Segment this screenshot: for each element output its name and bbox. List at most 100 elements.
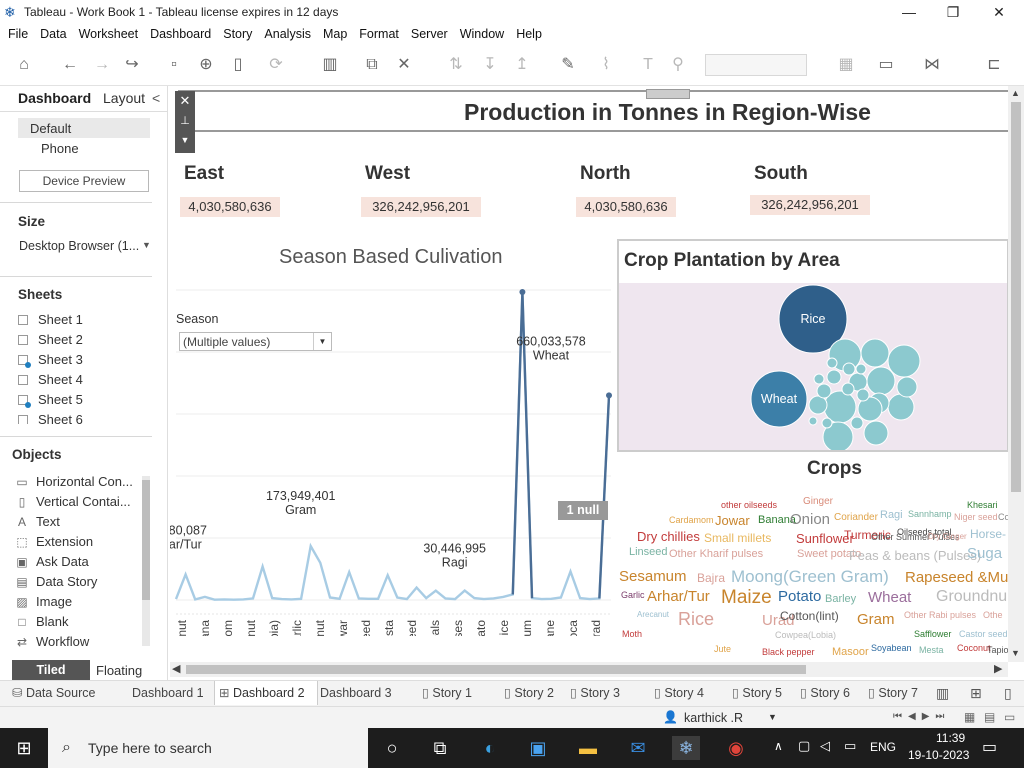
presentation-mode-icon[interactable]: ▭ xyxy=(878,56,894,73)
crop-word[interactable]: Rice xyxy=(678,609,715,629)
crop-word[interactable]: Bajra xyxy=(697,571,726,585)
windows-start-icon[interactable]: ⊞ xyxy=(16,738,32,758)
group-icon[interactable]: ⌇ xyxy=(602,56,610,73)
language-indicator[interactable]: ENG xyxy=(870,740,897,754)
crop-word[interactable]: Linseed xyxy=(629,546,668,558)
bubble-crop[interactable] xyxy=(826,369,842,385)
object-item[interactable]: ▣ Ask Data xyxy=(16,554,88,569)
crop-word[interactable]: Soyabean xyxy=(871,643,912,653)
new-worksheet-icon[interactable]: ▥ xyxy=(322,56,338,73)
sheet-item[interactable]: Sheet 1 xyxy=(18,312,83,327)
dropdown-arrow-icon[interactable]: ▼ xyxy=(142,240,151,250)
crop-word[interactable]: Garlic xyxy=(621,590,645,600)
user-dropdown-icon[interactable]: ▼ xyxy=(768,712,777,722)
crop-word[interactable]: Coconut xyxy=(957,643,991,653)
crop-word[interactable]: Gram xyxy=(857,611,895,628)
new-datasource-icon[interactable]: ⊕ xyxy=(199,56,213,73)
crop-word[interactable]: Khesari xyxy=(967,500,998,510)
object-item[interactable]: A Text xyxy=(16,514,60,529)
menu-worksheet[interactable]: Worksheet xyxy=(78,27,139,41)
sheet-item[interactable]: Sheet 5 xyxy=(18,392,83,408)
bubble-crop[interactable] xyxy=(821,417,833,429)
scroll-left-icon[interactable]: ◀ xyxy=(172,663,181,675)
peak-point[interactable] xyxy=(519,289,526,296)
duplicate-sheet-icon[interactable]: ⧉ xyxy=(366,56,378,73)
store-icon[interactable]: ▣ xyxy=(529,738,547,758)
crop-word[interactable]: Urad xyxy=(762,612,795,629)
crop-word[interactable]: Other Rabi pulses xyxy=(904,610,977,620)
clear-sheet-icon[interactable]: ✕ xyxy=(397,56,411,73)
floating-toggle[interactable]: Floating xyxy=(96,663,143,678)
chrome-icon[interactable]: ◉ xyxy=(728,738,744,758)
bubble-crop[interactable] xyxy=(842,362,856,376)
scroll-right-icon[interactable]: ▶ xyxy=(994,663,1003,675)
sheet-tab[interactable]: ▯ Story 3 xyxy=(566,681,652,705)
show-me-panel-icon[interactable]: ⊏ xyxy=(987,56,1001,73)
scroll-down-icon[interactable]: ▼ xyxy=(1011,648,1020,658)
object-item[interactable]: ▨ Image xyxy=(16,594,72,609)
collapse-icon[interactable]: < xyxy=(152,90,161,106)
undo-icon[interactable]: ← xyxy=(62,56,78,73)
bubble-crop[interactable] xyxy=(826,357,838,369)
clock-date[interactable]: 19-10-2023 xyxy=(908,748,970,762)
horizontal-scrollbar[interactable]: ◀ ▶ xyxy=(170,662,1008,677)
bubble-crop[interactable] xyxy=(816,383,832,399)
scroll-thumb[interactable] xyxy=(1011,102,1021,492)
object-item[interactable]: ⇄ Workflow xyxy=(16,634,89,649)
device-phone[interactable]: Phone xyxy=(41,141,79,156)
peak-segment[interactable] xyxy=(598,395,611,599)
taskbar-search-box[interactable]: ⌕ Type here to search xyxy=(48,728,368,768)
bubble-crop[interactable] xyxy=(813,373,825,385)
crop-word[interactable]: Maize xyxy=(721,587,772,608)
crop-word[interactable]: Other Summer Pulses xyxy=(871,532,960,542)
crop-word[interactable]: Arecanut xyxy=(637,610,670,619)
pause-updates-icon[interactable]: ▯ xyxy=(233,56,243,73)
crop-word[interactable]: Other Kharif pulses xyxy=(669,548,764,560)
show-tabs-icon[interactable]: ▭ xyxy=(1004,710,1016,724)
crop-word[interactable]: Black pepper xyxy=(762,647,815,657)
pin-icon[interactable]: ⚲ xyxy=(672,56,684,73)
bubble-crop[interactable] xyxy=(808,395,828,415)
user-name[interactable]: karthick .R xyxy=(684,711,744,725)
cortana-icon[interactable]: ○ xyxy=(386,738,398,758)
object-item[interactable]: ▯ Vertical Contai... xyxy=(16,494,131,509)
crop-word[interactable]: Othe xyxy=(983,610,1003,620)
mail-icon[interactable]: ✉ xyxy=(630,738,646,758)
new-worksheet-tab-icon[interactable]: ▥ xyxy=(936,685,950,701)
crop-word[interactable]: Onion xyxy=(790,511,831,528)
crop-word[interactable]: Peas & beans (Pulses) xyxy=(849,548,982,563)
crop-word[interactable]: Cowpea(Lobia) xyxy=(775,630,837,640)
chevron-down-icon[interactable]: ▼ xyxy=(313,333,331,350)
redo-icon[interactable]: → xyxy=(94,56,110,73)
object-item[interactable]: ▭ Horizontal Con... xyxy=(16,474,133,489)
save-icon[interactable]: ▫ xyxy=(171,56,177,73)
clock-time[interactable]: 11:39 xyxy=(936,731,966,745)
network-icon[interactable]: ▭ xyxy=(844,738,857,753)
scroll-up-icon[interactable]: ▲ xyxy=(1011,88,1020,98)
drag-handle[interactable] xyxy=(646,89,690,99)
meet-icon[interactable]: ▢ xyxy=(798,738,811,753)
vertical-scrollbar[interactable]: ▲ ▼ xyxy=(1008,86,1024,662)
menu-story[interactable]: Story xyxy=(223,27,253,41)
sort-asc-icon[interactable]: ↧ xyxy=(483,56,497,73)
crop-word[interactable]: Cardamom xyxy=(669,515,714,525)
sheet-tab[interactable]: ⛁ Data Source xyxy=(8,681,126,705)
crop-word[interactable]: Coriander xyxy=(834,512,878,523)
sheet-tab[interactable]: ▯ Story 6 xyxy=(796,681,866,705)
crop-word[interactable]: Oilseeds total xyxy=(897,527,952,537)
bubble-crop[interactable] xyxy=(841,382,855,396)
new-story-tab-icon[interactable]: ▯ xyxy=(1004,685,1012,701)
size-dropdown[interactable]: Desktop Browser (1... xyxy=(19,239,140,253)
crop-word[interactable]: Sunflower xyxy=(796,531,854,546)
crop-word[interactable]: Jute xyxy=(714,644,732,654)
new-dashboard-tab-icon[interactable]: ⊞ xyxy=(970,685,982,701)
crop-word[interactable]: Horse- xyxy=(970,527,1007,541)
tiled-toggle[interactable]: Tiled xyxy=(12,660,90,680)
bubble-crop[interactable] xyxy=(857,396,883,422)
crop-word[interactable]: Banana xyxy=(758,514,796,526)
show-filmstrip-icon[interactable]: ▦ xyxy=(964,710,976,724)
crop-word[interactable]: Castor seed xyxy=(959,629,1008,639)
crop-word[interactable]: Sannhamp xyxy=(908,509,952,519)
sheet-navigation-icon[interactable]: ⏮◀▶⏭ xyxy=(893,711,951,722)
sheet-item[interactable]: Sheet 6 xyxy=(18,412,83,424)
